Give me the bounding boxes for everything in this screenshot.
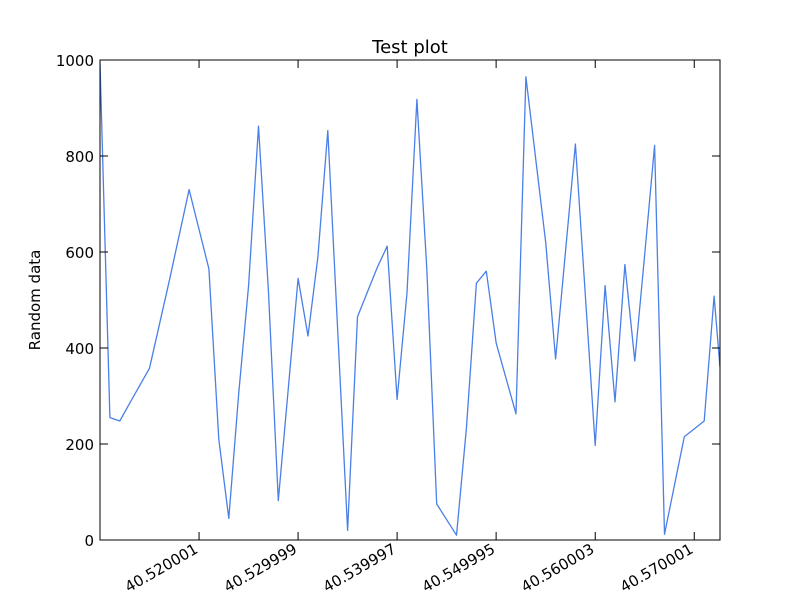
plot-frame — [99, 59, 721, 541]
series-line-1 — [100, 62, 720, 536]
plot-area — [100, 60, 720, 540]
y-tick-label: 800 — [65, 148, 94, 166]
x-tick-label: 40.570001 — [617, 540, 696, 596]
x-tick-label: 40.529999 — [221, 540, 300, 596]
y-tick-label: 400 — [65, 340, 94, 358]
x-tick-label: 40.520001 — [122, 540, 201, 596]
y-tick-label: 1000 — [56, 52, 94, 70]
series-layer — [100, 62, 720, 536]
x-tick-label: 40.549995 — [419, 540, 498, 596]
y-tick-label: 600 — [65, 244, 94, 262]
chart-title: Test plot — [371, 37, 448, 58]
y-tick-label: 0 — [84, 532, 94, 550]
x-tick-label: 40.560003 — [518, 540, 597, 596]
y-tick-label: 200 — [65, 436, 94, 454]
x-tick-label: 40.539997 — [320, 540, 399, 596]
y-axis-label: Random data — [26, 250, 44, 351]
y-axis-ticks: 0 200 400 600 800 1000 — [56, 52, 720, 550]
